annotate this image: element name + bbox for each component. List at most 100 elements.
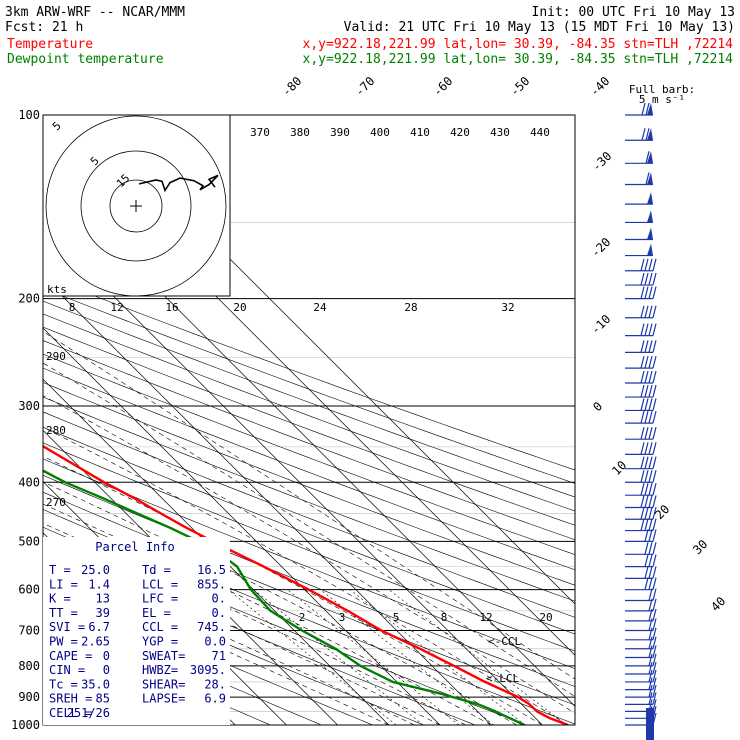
wind-barb: [625, 370, 657, 384]
theta-left-label: 290: [46, 350, 66, 363]
wind-barb-feather: [648, 410, 653, 424]
mixing-ratio-label: 5: [393, 611, 400, 624]
moist-adiabat: [43, 395, 575, 714]
wind-barb: [625, 566, 657, 579]
wind-barb-feather: [648, 258, 653, 271]
parcel-cell: CELL =: [49, 706, 92, 720]
parcel-info-panel: Parcel Info T = 25.0 Td = 16.5 LI = 1.4 LCL = 8…: [43, 537, 230, 725]
temperature-point: [347, 610, 349, 612]
wind-barb-feather: [652, 636, 657, 649]
dewpoint-point: [334, 648, 337, 650]
wind-barb: [625, 598, 657, 612]
wind-barb-feather: [648, 518, 653, 531]
parcel-cell: EL =: [142, 606, 171, 620]
dewpoint-point: [359, 665, 362, 667]
isotherm-label: -80: [279, 74, 304, 99]
parcel-cell: 71: [212, 649, 226, 663]
wind-barb-feather: [648, 645, 653, 658]
wind-barb: [625, 102, 653, 116]
theta-e-label: 32: [501, 301, 514, 314]
theta-e-label: 20: [233, 301, 246, 314]
dry-adiabat: [43, 458, 575, 670]
isotherm: [43, 225, 543, 725]
wind-barb-feather: [644, 456, 649, 469]
wind-barb: [625, 645, 657, 659]
dry-adiabat: [43, 353, 575, 555]
isotherm: [43, 327, 441, 725]
wind-barb-feather: [644, 554, 649, 567]
parcel-cell: LAPSE=: [142, 692, 185, 706]
wind-barb-feather: [644, 483, 649, 496]
temperature-point: [262, 565, 265, 568]
wind-barb: [625, 272, 657, 286]
wind-barb: [625, 684, 657, 698]
wind-barb-feather: [652, 384, 657, 398]
wind-barb-feather: [652, 608, 657, 622]
wind-barb-feather: [648, 529, 653, 542]
wind-barb: [625, 507, 657, 520]
parcel-cell: HWBZ=: [142, 663, 178, 677]
mixing-ratio-line: [388, 589, 567, 725]
mixing-ratio-line: [253, 589, 424, 725]
temperature-point: [232, 551, 235, 553]
wind-barb-feather: [652, 542, 657, 555]
wind-barb-feather: [652, 554, 657, 567]
wind-barb-feather: [652, 618, 657, 631]
lcl-annotation: <-LCL: [486, 672, 519, 685]
wind-barb-feather: [652, 566, 657, 579]
wind-barb-feather: [644, 340, 649, 353]
dewpoint-point: [392, 681, 394, 683]
dry-adiabat: [43, 367, 575, 571]
wind-barb-feather: [640, 427, 645, 440]
temperature-point: [528, 703, 531, 706]
wind-barb: [625, 669, 657, 683]
wind-barb-feather: [648, 456, 653, 469]
wind-barb-feather: [652, 470, 657, 483]
wind-barb-feather: [640, 272, 645, 286]
pressure-tick-label: 1000: [11, 718, 40, 732]
wind-barb-feather: [652, 692, 657, 705]
wind-barb-feather: [652, 645, 657, 658]
wind-barb-feather: [652, 518, 657, 531]
theta-e-label: 12: [110, 301, 123, 314]
wind-barb-feather: [648, 355, 653, 369]
wind-barb-feather: [644, 323, 649, 336]
wind-barb-flag: [647, 172, 653, 185]
wind-barb-feather: [652, 598, 657, 612]
parcel-cell: K =: [49, 592, 71, 606]
parcel-cell: 0.0: [204, 635, 226, 649]
wind-barb: [625, 305, 657, 319]
parcel-cell: Td =: [142, 563, 171, 577]
wind-barb-feather: [644, 305, 649, 318]
wind-barb: [625, 636, 657, 650]
parcel-cell: SHEAR=: [142, 677, 185, 691]
dewpoint-point: [64, 481, 66, 484]
parcel-cell: 16.5: [197, 563, 226, 577]
theta-left-label: 270: [46, 496, 66, 509]
wind-barb-feather: [644, 495, 649, 508]
wind-barb-feather: [648, 636, 653, 649]
wind-barb-feather: [640, 258, 645, 271]
wind-barb-feather: [644, 286, 649, 299]
parcel-cell: T =: [49, 563, 71, 577]
dry-adiabat: [43, 382, 575, 586]
wind-barb: [625, 554, 657, 568]
theta-label: 400: [370, 126, 390, 139]
wind-barb-feather: [648, 427, 653, 440]
wind-barb-feather: [645, 172, 650, 185]
wind-barb-feather: [648, 483, 653, 496]
dry-adiabat: [43, 426, 575, 635]
dewpoint-point: [250, 588, 252, 591]
pressure-tick-label: 700: [18, 624, 40, 638]
dewpoint-point: [136, 512, 139, 515]
isotherm-label: -20: [588, 235, 613, 260]
wind-barb-feather: [640, 470, 645, 483]
parcel-cell: 1.4: [88, 577, 110, 591]
parcel-cell: 251/26: [67, 706, 110, 720]
wind-barb-feather: [648, 669, 653, 683]
temperature-point: [419, 648, 421, 650]
wind-barb-feather: [648, 627, 653, 640]
wind-barb: [625, 661, 657, 675]
hodograph-ring: [45, 115, 227, 296]
dewpoint-point: [509, 717, 511, 720]
